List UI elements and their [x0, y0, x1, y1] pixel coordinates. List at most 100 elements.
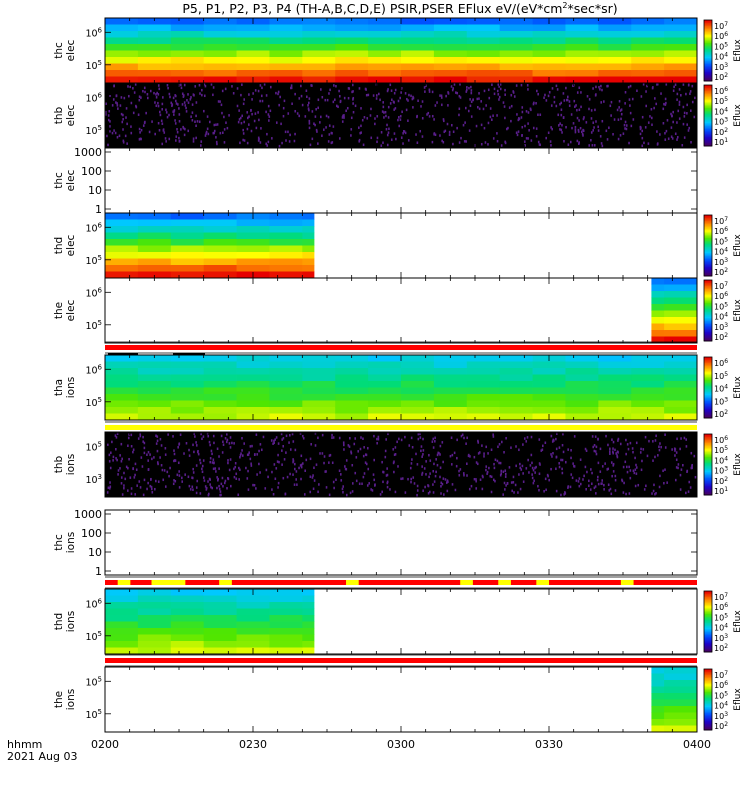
- noise-pixel: [211, 452, 213, 456]
- noise-pixel: [688, 83, 690, 87]
- noise-pixel: [375, 94, 378, 97]
- noise-pixel: [645, 104, 648, 108]
- noise-pixel: [582, 128, 584, 132]
- colorbar-tick-label: 106: [714, 226, 728, 236]
- noise-pixel: [192, 471, 195, 474]
- spectrogram-cell: [137, 239, 172, 246]
- noise-pixel: [218, 455, 220, 458]
- noise-pixel: [185, 106, 187, 110]
- colorbar-segment: [704, 434, 712, 437]
- noise-pixel: [134, 462, 137, 466]
- noise-pixel: [271, 137, 273, 140]
- colorbar-segment: [704, 691, 712, 694]
- noise-pixel: [201, 93, 203, 97]
- spectrogram-cell: [433, 18, 468, 25]
- noise-pixel: [255, 487, 257, 490]
- noise-pixel: [442, 460, 444, 464]
- noise-pixel: [345, 493, 348, 497]
- spectrogram-cell: [302, 265, 315, 272]
- noise-pixel: [545, 99, 548, 102]
- noise-pixel: [214, 467, 217, 470]
- noise-pixel: [124, 134, 127, 138]
- noise-pixel: [193, 450, 195, 454]
- colorbar-label: Eflux: [733, 234, 743, 257]
- noise-pixel: [300, 477, 302, 481]
- noise-pixel: [619, 134, 622, 137]
- noise-pixel: [321, 452, 324, 455]
- noise-pixel: [321, 433, 324, 437]
- noise-pixel: [251, 112, 253, 116]
- noise-pixel: [144, 90, 146, 94]
- noise-pixel: [468, 487, 471, 491]
- noise-pixel: [436, 463, 439, 467]
- noise-pixel: [154, 132, 156, 136]
- noise-pixel: [576, 139, 579, 143]
- noise-pixel: [451, 453, 454, 457]
- noise-pixel: [240, 93, 242, 97]
- spectrogram-cell: [105, 239, 139, 246]
- colorbar-segment: [704, 491, 712, 494]
- noise-pixel: [238, 118, 241, 121]
- noise-pixel: [641, 459, 643, 463]
- spectrogram-cell: [664, 278, 698, 285]
- noise-pixel: [455, 91, 457, 94]
- noise-pixel: [191, 485, 194, 489]
- noise-pixel: [174, 459, 176, 462]
- noise-pixel: [191, 119, 194, 122]
- noise-pixel: [242, 138, 244, 142]
- noise-pixel: [481, 474, 484, 478]
- status-marks: [108, 353, 205, 355]
- noise-pixel: [309, 457, 312, 461]
- noise-pixel: [464, 121, 466, 124]
- noise-pixel: [202, 435, 205, 438]
- noise-pixel: [386, 133, 389, 137]
- noise-pixel: [393, 453, 396, 457]
- colorbar-segment: [704, 707, 712, 710]
- colorbar-segment: [704, 402, 712, 405]
- noise-pixel: [440, 96, 443, 99]
- noise-pixel: [420, 105, 422, 108]
- spectrogram-cell: [664, 70, 698, 77]
- noise-pixel: [666, 481, 668, 484]
- noise-pixel: [643, 141, 645, 145]
- noise-pixel: [548, 478, 550, 482]
- noise-pixel: [532, 481, 535, 485]
- noise-pixel: [513, 95, 516, 98]
- spectrogram-cell: [236, 63, 270, 71]
- noise-pixel: [366, 446, 369, 450]
- noise-pixel: [600, 482, 602, 485]
- spectrogram-cell: [105, 634, 139, 642]
- colorbar-segment: [704, 728, 712, 731]
- noise-pixel: [619, 109, 622, 112]
- colorbar-segment: [704, 327, 712, 330]
- noise-pixel: [318, 483, 320, 486]
- spectrogram-cell: [269, 239, 303, 246]
- noise-pixel: [154, 487, 156, 491]
- noise-pixel: [616, 450, 619, 453]
- noise-pixel: [477, 452, 480, 455]
- colorbar-segment: [704, 399, 712, 402]
- noise-pixel: [465, 88, 468, 92]
- noise-pixel: [577, 130, 580, 133]
- noise-pixel: [205, 130, 208, 134]
- noise-pixel: [193, 94, 195, 97]
- noise-pixel: [434, 104, 437, 107]
- spectrogram-cell: [335, 400, 369, 408]
- colorbar-segment: [704, 473, 712, 476]
- spectrogram-cell: [664, 725, 698, 733]
- noise-pixel: [374, 483, 376, 486]
- noise-pixel: [399, 118, 402, 121]
- spectrogram-cell: [170, 647, 205, 655]
- noise-pixel: [258, 118, 260, 122]
- noise-pixel: [404, 491, 407, 494]
- noise-pixel: [641, 136, 644, 140]
- spectrogram-cell: [105, 245, 139, 253]
- spectrogram-cell: [302, 271, 315, 279]
- spectrogram-cell: [137, 18, 172, 25]
- colorbar-segment: [704, 70, 712, 73]
- noise-pixel: [270, 439, 273, 442]
- noise-pixel: [119, 454, 121, 457]
- colorbar-segment: [704, 398, 712, 401]
- noise-pixel: [362, 143, 365, 147]
- noise-pixel: [165, 108, 167, 112]
